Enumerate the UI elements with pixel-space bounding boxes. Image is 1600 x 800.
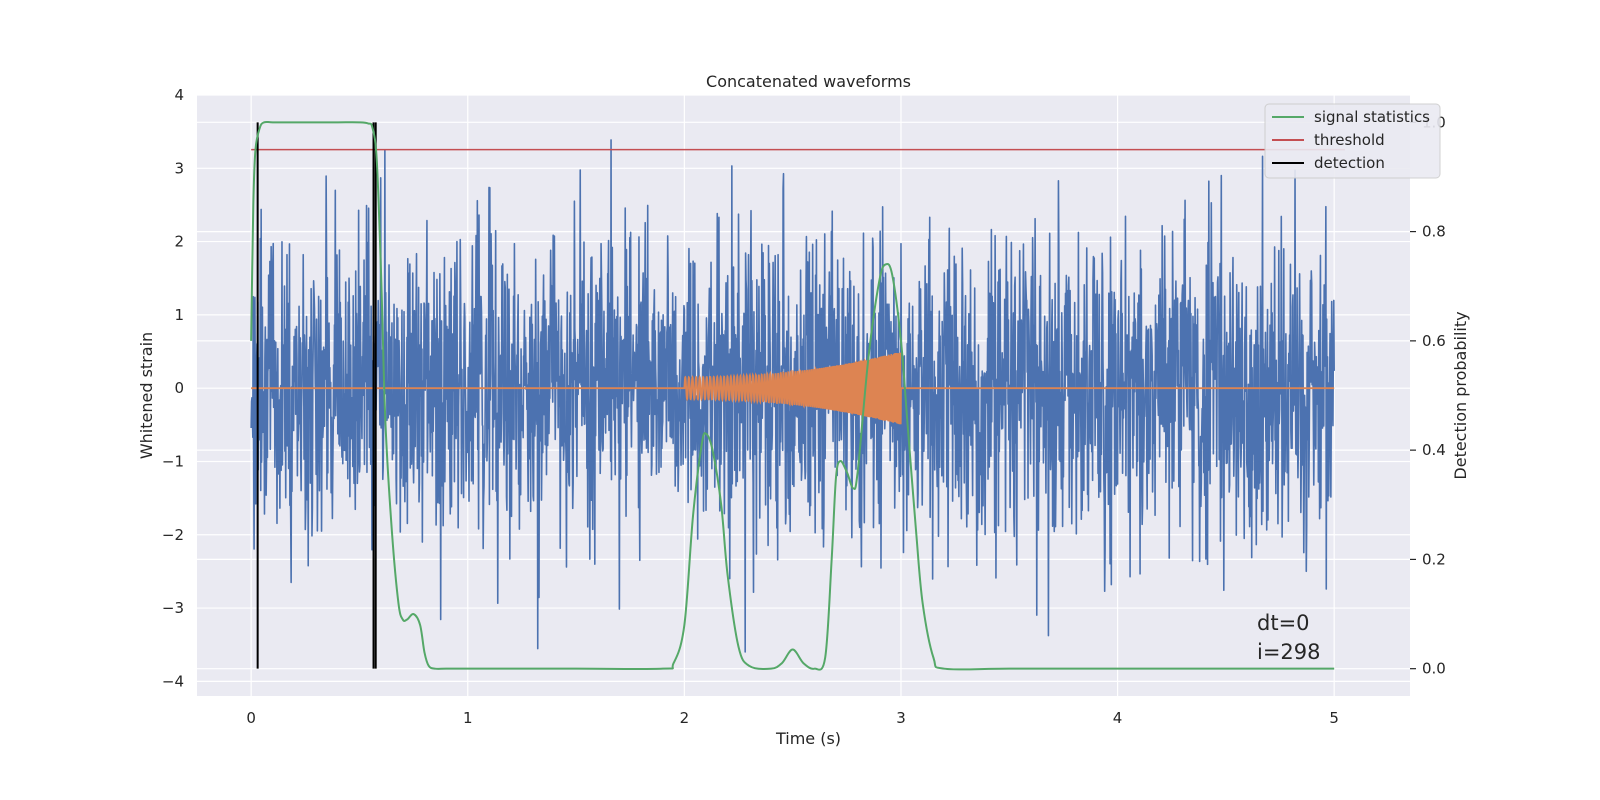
y-tick-label: −3: [162, 599, 184, 617]
y-tick-label: 2: [174, 233, 184, 251]
y2-tick-label: 0.6: [1422, 332, 1446, 350]
y-tick-label: 0: [174, 379, 184, 397]
noise-series-line: [250, 139, 1335, 653]
y-axis-label: Whitened strain: [137, 332, 156, 459]
x-axis-label: Time (s): [775, 729, 841, 748]
legend: signal statistics threshold detection: [1264, 103, 1441, 179]
x-tick-label: 1: [463, 709, 473, 727]
y2-tick-label: 0.2: [1422, 550, 1446, 568]
y-tick-label: 1: [174, 306, 184, 324]
annotation-index: i=298: [1257, 640, 1321, 664]
y2-tick-label: 0.4: [1422, 441, 1446, 459]
x-tick-label: 3: [896, 709, 906, 727]
y-tick-label: 4: [174, 86, 184, 104]
legend-label-signal-statistics: signal statistics: [1314, 108, 1430, 126]
legend-box: [1264, 103, 1441, 179]
y2-axis-label: Detection probability: [1451, 311, 1470, 479]
y-tick-label: −4: [162, 672, 184, 690]
legend-label-threshold: threshold: [1314, 131, 1385, 149]
y-tick-label: −1: [162, 452, 184, 470]
injected-signal-line: [251, 352, 1335, 425]
x-tick-label: 2: [680, 709, 690, 727]
signal-statistics-line: [250, 120, 1335, 671]
plot-data: [250, 120, 1346, 671]
annotation-dt: dt=0: [1257, 611, 1310, 635]
y-tick-label: −2: [162, 526, 184, 544]
x-tick-label: 5: [1329, 709, 1339, 727]
y2-tick-label: 0.0: [1422, 660, 1446, 678]
y2-tick-label: 0.8: [1422, 223, 1446, 241]
legend-label-detection: detection: [1314, 154, 1385, 172]
y-tick-label: 3: [174, 159, 184, 177]
x-tick-label: 4: [1113, 709, 1123, 727]
chart-title: Concatenated waveforms: [706, 72, 911, 91]
x-tick-label: 0: [246, 709, 256, 727]
